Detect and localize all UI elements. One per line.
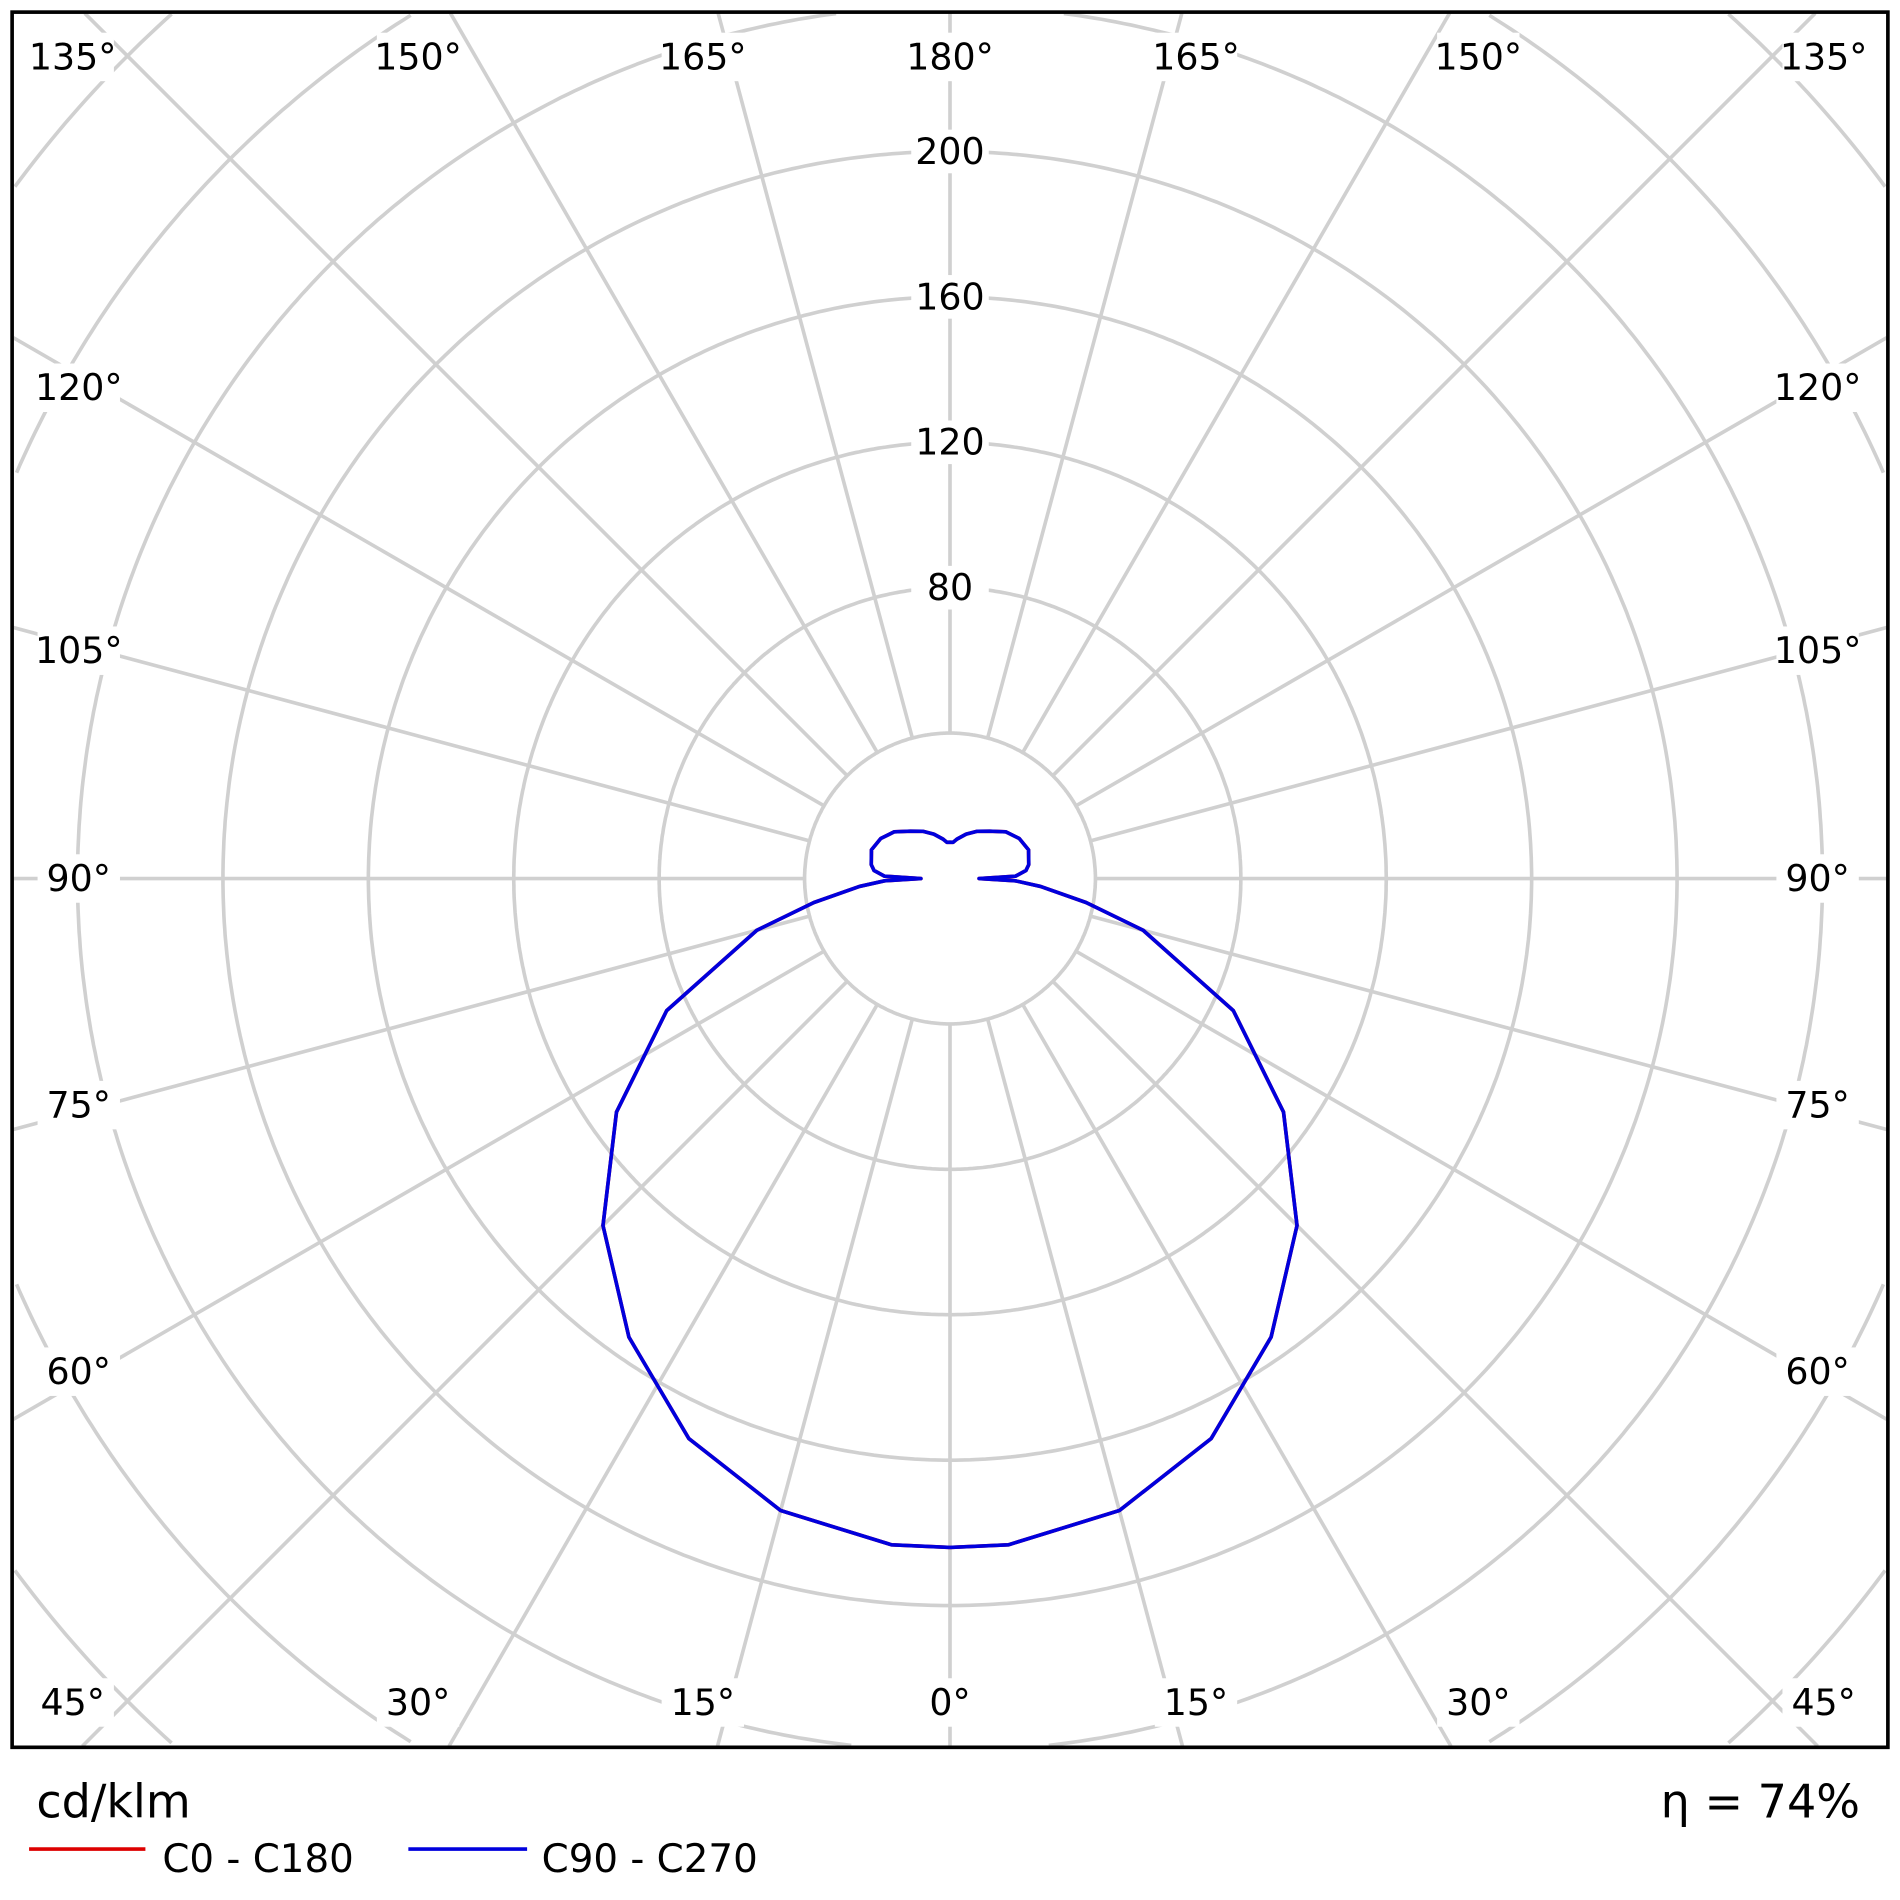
polar-grid (12, 11, 1888, 1748)
grid-spoke (447, 1003, 879, 1748)
angle-label-bg (31, 32, 114, 82)
grid-ring (1727, 1569, 1887, 1745)
efficiency-label: η = 74% (1661, 1775, 1860, 1829)
radial-tick-label: 80 (927, 566, 973, 609)
grid-spoke (448, 12, 879, 754)
grid-spoke (12, 914, 811, 1132)
angle-label-top: 150° (1435, 35, 1523, 78)
radial-tick-labels: 80 120 160 200 (911, 129, 989, 610)
angle-label-top: 180° (906, 35, 994, 78)
grid-ring (802, 731, 1098, 1026)
angle-label-bg (908, 32, 992, 82)
grid-spoke (12, 336, 825, 808)
grid-spoke (83, 12, 849, 777)
grid-spoke (1075, 336, 1888, 808)
grid-spoke (985, 12, 1184, 739)
angle-label-right: 60° (1785, 1350, 1849, 1393)
angle-label-top: 135° (29, 35, 117, 78)
grid-ring (13, 1569, 173, 1745)
radial-tick-label: 120 (915, 421, 984, 464)
angle-label-bottom: 45° (1791, 1681, 1855, 1724)
angle-label-bg (37, 1347, 120, 1396)
radial-label-bg (911, 565, 989, 610)
angle-label-bg (908, 1678, 992, 1727)
angle-label-bottom: 15° (671, 1681, 735, 1724)
angle-label-bottom: 30° (1446, 1681, 1510, 1724)
angle-label-bg (661, 1678, 745, 1727)
grid-spoke (1021, 1003, 1453, 1748)
grid-spoke (12, 949, 825, 1421)
radial-label-bg (911, 129, 989, 174)
angle-label-bottom: 15° (1164, 1681, 1228, 1724)
angle-labels: 135° 150° 165° 180° 165° 150° 135° 45° 30° 15° 0° 1… (29, 32, 1868, 1727)
angle-label-bg (1776, 626, 1859, 675)
angle-label-bg (1776, 1347, 1859, 1396)
angle-label-bg (661, 32, 745, 82)
angle-label-bottom: 30° (386, 1681, 450, 1724)
angle-label-right: 90° (1785, 857, 1849, 900)
angle-label-left: 120° (35, 366, 123, 409)
angle-label-top: 135° (1780, 35, 1868, 78)
angle-label-bg (31, 1678, 114, 1727)
angle-label-bottom: 45° (40, 1681, 104, 1724)
angle-label-top: 150° (374, 35, 462, 78)
plot-frame (10, 10, 1890, 1750)
angle-label-bg (1782, 32, 1865, 82)
angle-label-bg (1154, 1678, 1238, 1727)
angle-label-bg (1776, 363, 1859, 412)
series-curve (601, 829, 1299, 1550)
angle-label-bg (1776, 1080, 1859, 1130)
angle-label-top: 165° (659, 35, 747, 78)
angle-label-bg (376, 32, 460, 82)
grid-spoke (716, 12, 915, 739)
angle-label-bg (1437, 32, 1520, 82)
angle-label-bg (37, 854, 120, 903)
angle-label-bg (37, 626, 120, 675)
angle-label-right: 75° (1785, 1084, 1849, 1127)
radial-tick-label: 200 (915, 130, 984, 173)
grid-spoke (1051, 980, 1819, 1748)
radial-label-bg (911, 420, 989, 465)
grid-spoke (1089, 914, 1888, 1132)
radial-label-bg (911, 275, 989, 319)
grid-spoke (81, 980, 849, 1748)
grid-ring (1727, 12, 1887, 188)
grid-ring (13, 12, 173, 188)
radial-tick-label: 160 (915, 275, 984, 318)
angle-label-right: 105° (1774, 629, 1862, 672)
legend-label-c90-c270: C90 - C270 (542, 1837, 758, 1882)
angle-label-left: 60° (47, 1350, 111, 1393)
angle-label-right: 120° (1774, 366, 1862, 409)
angle-label-bg (37, 1080, 120, 1130)
curves (601, 829, 1299, 1550)
angle-label-bg (1437, 1678, 1520, 1727)
angle-label-bg (1154, 32, 1238, 82)
angle-label-bg (37, 363, 120, 412)
unit-label: cd/klm (36, 1775, 190, 1829)
angle-label-top: 165° (1152, 35, 1240, 78)
angle-label-bg (1776, 854, 1859, 903)
angle-label-left: 75° (47, 1084, 111, 1127)
angle-label-left: 90° (47, 857, 111, 900)
grid-spoke (12, 625, 811, 843)
angle-label-bottom: 0° (929, 1681, 970, 1724)
grid-spoke (1021, 12, 1452, 754)
grid-spoke (1075, 949, 1888, 1421)
grid-spoke (985, 1018, 1185, 1747)
angle-label-bg (1782, 1678, 1865, 1727)
legend-label-c0-c180: C0 - C180 (162, 1837, 353, 1882)
angle-label-bg (376, 1678, 460, 1727)
grid-spoke (1089, 625, 1888, 843)
angle-label-left: 105° (35, 629, 123, 672)
grid-spoke (1051, 12, 1817, 777)
grid-spoke (715, 1018, 915, 1747)
